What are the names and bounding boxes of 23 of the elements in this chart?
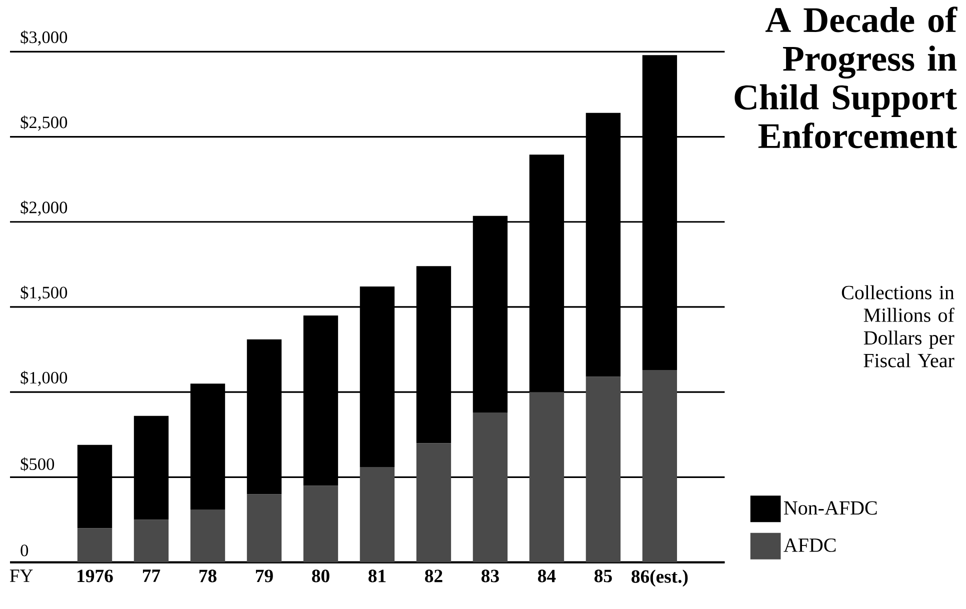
x-tick-label: 81	[368, 570, 386, 582]
x-tick-label: 77	[142, 570, 160, 582]
text: Collections in Millions of Dollars per Fiscal Year	[842, 285, 954, 368]
y-tick-label: $3,000	[20, 30, 68, 46]
x-tick-label: 80	[312, 570, 330, 582]
x-axis-title: FY	[10, 570, 33, 582]
legend-label: AFDC	[784, 538, 836, 552]
x-tick-label: 82	[425, 570, 442, 582]
x-tick-label: 86(est.)	[632, 570, 688, 587]
x-tick-label: 84	[538, 570, 556, 582]
legend-label: Non-AFDC	[784, 501, 877, 515]
x-tick-label: 79	[256, 570, 273, 582]
y-tick-label: $2,000	[20, 200, 68, 216]
y-tick-label: $1,500	[20, 286, 68, 301]
x-tick-label: 85	[594, 570, 612, 582]
x-tick-label: 1976	[78, 570, 113, 582]
y-tick-label: 0	[20, 544, 28, 556]
x-tick-label: 83	[482, 570, 499, 582]
y-tick-label: $2,500	[20, 116, 68, 131]
y-tick-label: $500	[20, 457, 54, 472]
text: A Decade of Progress in Child Support Enforcement	[734, 6, 958, 148]
y-tick-label: $1,000	[20, 370, 68, 386]
x-tick-label: 78	[199, 570, 216, 582]
